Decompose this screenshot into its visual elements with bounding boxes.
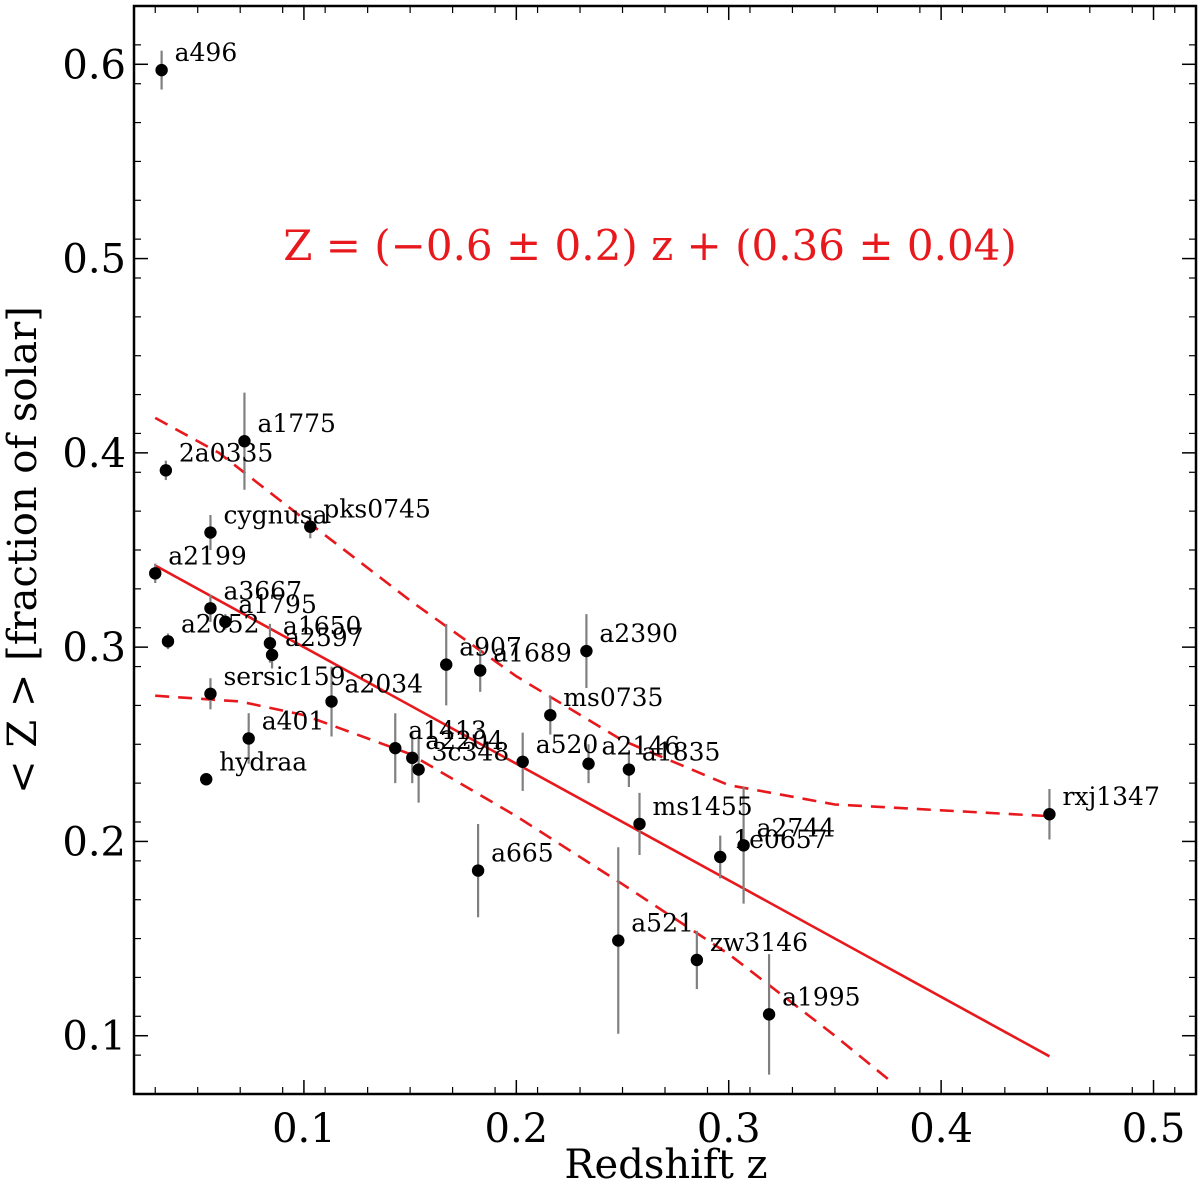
y-axis-title: < Z > [fraction of solar] bbox=[0, 306, 46, 794]
data-point bbox=[714, 850, 727, 864]
point-label: a2204 bbox=[425, 726, 504, 755]
fit-layer bbox=[154, 564, 1051, 1058]
data-point bbox=[204, 602, 217, 615]
data-point bbox=[762, 1008, 776, 1021]
fit-equation: Z = (−0.6 ± 0.2) z + (0.36 ± 0.04) bbox=[283, 221, 1017, 270]
data-point bbox=[474, 664, 487, 677]
point-label: 3c348 bbox=[432, 738, 510, 767]
point-label: a3667 bbox=[223, 576, 302, 605]
plot-frame bbox=[132, 4, 1198, 1096]
point-label: a2052 bbox=[181, 609, 260, 638]
y-tick-label: 0.5 bbox=[62, 237, 126, 283]
data-point bbox=[544, 708, 557, 722]
point-label: cygnusa bbox=[223, 501, 327, 530]
point-label: a1650 bbox=[283, 611, 362, 640]
axis-ticks: 0.1 0.2 0.3 0.4 0.5 0.1 0.2 0.3 0.4 0.5 0.6 bbox=[62, 6, 1196, 1152]
x-tick-label: 0.3 bbox=[697, 1106, 761, 1152]
data-point bbox=[622, 763, 636, 776]
point-label: a496 bbox=[175, 38, 238, 67]
point-label: sersic159 bbox=[223, 662, 345, 691]
confidence-band bbox=[154, 416, 1050, 1086]
data-point bbox=[471, 864, 485, 877]
point-label: a907 bbox=[459, 633, 522, 662]
x-tick-label: 0.2 bbox=[485, 1106, 549, 1152]
point-label: a1689 bbox=[493, 638, 572, 667]
point-label: a2034 bbox=[345, 670, 424, 699]
data-point bbox=[516, 755, 529, 768]
band-upper bbox=[154, 416, 1050, 818]
y-tick-label: 0.1 bbox=[62, 1014, 126, 1060]
data-point bbox=[612, 934, 625, 947]
point-label: ms0735 bbox=[563, 683, 663, 712]
point-label: a1995 bbox=[782, 982, 861, 1011]
x-tick-label: 0.1 bbox=[272, 1106, 336, 1152]
point-label: zw3146 bbox=[710, 928, 808, 957]
data-point bbox=[219, 615, 232, 629]
data-point bbox=[1043, 808, 1056, 821]
data-point bbox=[582, 757, 595, 770]
point-label: a2597 bbox=[285, 623, 364, 652]
point-label: a2146 bbox=[602, 732, 681, 761]
point-label: rxj1347 bbox=[1062, 782, 1159, 811]
x-tick-label: 0.5 bbox=[1122, 1106, 1186, 1152]
y-tick-label: 0.4 bbox=[62, 431, 126, 477]
point-label: a521 bbox=[631, 909, 694, 938]
data-point bbox=[690, 953, 704, 967]
point-label: a1413 bbox=[408, 716, 487, 745]
data-point bbox=[389, 741, 402, 755]
point-label: a1835 bbox=[642, 738, 721, 767]
data-point bbox=[242, 732, 255, 745]
data-point bbox=[161, 635, 175, 648]
x-tick-label: 0.4 bbox=[909, 1106, 973, 1152]
point-labels: a496a17752a0335cygnusapks0745a2199a3667a… bbox=[168, 38, 1160, 1011]
y-tick-label: 0.6 bbox=[62, 42, 126, 88]
point-label: pks0745 bbox=[323, 495, 431, 524]
point-label: a2744 bbox=[757, 813, 836, 842]
point-label: a1795 bbox=[238, 590, 317, 619]
data-point bbox=[200, 773, 213, 786]
data-point bbox=[204, 687, 217, 700]
point-label: 1e0657 bbox=[733, 825, 827, 854]
error-bars bbox=[154, 50, 1051, 1075]
point-label: a401 bbox=[262, 706, 325, 735]
fit-line bbox=[154, 564, 1051, 1058]
data-point bbox=[633, 817, 646, 831]
y-tick-label: 0.3 bbox=[62, 625, 126, 671]
point-label: ms1455 bbox=[653, 792, 753, 821]
data-point bbox=[155, 63, 168, 77]
data-point bbox=[440, 658, 453, 671]
data-point bbox=[737, 839, 750, 852]
point-label: 2a0335 bbox=[179, 438, 273, 467]
data-point bbox=[406, 751, 419, 765]
y-tick-label: 0.2 bbox=[62, 819, 126, 865]
data-point bbox=[580, 644, 593, 658]
data-point bbox=[238, 435, 251, 448]
point-label: a665 bbox=[491, 839, 554, 868]
data-point bbox=[265, 648, 279, 662]
data-point bbox=[412, 763, 425, 776]
data-point bbox=[204, 526, 217, 539]
point-label: a520 bbox=[536, 730, 599, 759]
data-point bbox=[159, 464, 173, 477]
data-point bbox=[149, 567, 162, 580]
data-points bbox=[149, 63, 1056, 1021]
point-label: a2390 bbox=[599, 619, 678, 648]
point-label: a1775 bbox=[257, 409, 336, 438]
point-label: a2199 bbox=[168, 541, 247, 570]
x-axis-title: Redshift z bbox=[564, 1142, 767, 1186]
data-point bbox=[325, 695, 338, 708]
data-point bbox=[263, 637, 277, 650]
point-label: hydraa bbox=[219, 747, 307, 776]
data-point bbox=[304, 520, 317, 533]
